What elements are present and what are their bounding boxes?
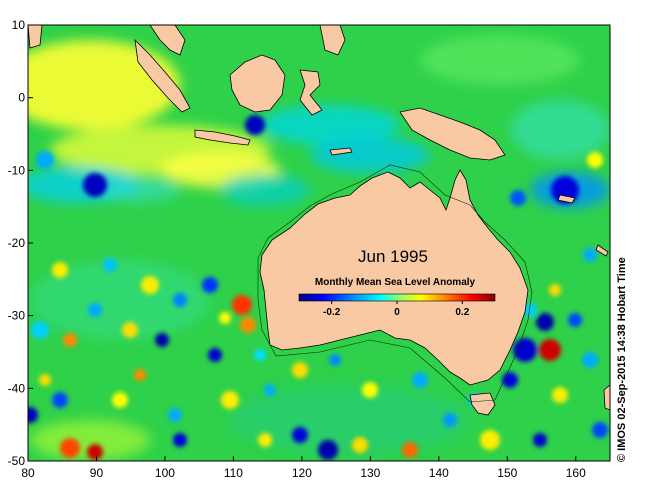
x-tick-label: 150 <box>497 466 517 480</box>
colorbar-ramp <box>298 293 496 302</box>
colorbar-label: Monthly Mean Sea Level Anomaly <box>315 277 476 288</box>
india-tip <box>28 25 43 49</box>
x-tick-label: 100 <box>155 466 175 480</box>
x-axis: 80 90 100 110 120 130 140 150 160 <box>21 456 586 480</box>
colorbar-tick-label: 0 <box>394 307 400 318</box>
y-tick-label: -30 <box>8 309 26 323</box>
x-tick-label: 110 <box>224 466 243 480</box>
philippines <box>319 25 346 56</box>
sumatra <box>134 38 191 113</box>
x-tick-label: 90 <box>90 466 104 480</box>
shelf-contour <box>257 164 533 403</box>
nz-tip <box>603 384 610 411</box>
colorbar: Monthly Mean Sea Level Anomaly -0.2 0 0.2 <box>298 277 496 318</box>
land-masses <box>28 25 610 416</box>
eddies <box>28 115 608 460</box>
x-tick-label: 80 <box>21 466 35 480</box>
java <box>194 129 251 146</box>
australia <box>259 169 529 386</box>
tasmania <box>469 392 496 416</box>
y-tick-label: -10 <box>8 163 26 177</box>
anomaly-fields <box>28 35 610 460</box>
solomon-islands <box>557 194 576 204</box>
credit-text: © IMOS 02-Sep-2015 14:38 Hobart Time <box>616 257 628 462</box>
x-tick-label: 120 <box>292 466 312 480</box>
colorbar-tick-label: -0.2 <box>323 307 341 318</box>
x-tick-label: 160 <box>566 466 586 480</box>
sulawesi <box>299 69 323 116</box>
x-tick-label: 140 <box>429 466 449 480</box>
new-guinea <box>399 107 506 161</box>
y-tick-label: -20 <box>8 236 26 250</box>
timor <box>329 147 353 156</box>
y-tick-label: -50 <box>8 454 26 468</box>
y-axis: 10 0 -10 -20 -30 -40 -50 <box>8 18 33 468</box>
malay-peninsula <box>149 25 186 56</box>
x-tick-label: 130 <box>360 466 380 480</box>
borneo <box>229 54 286 113</box>
colorbar-tick-label: 0.2 <box>455 307 469 318</box>
y-tick-label: 10 <box>12 18 26 32</box>
y-tick-label: -40 <box>8 381 26 395</box>
new-caledonia <box>595 244 609 257</box>
plot-area <box>28 25 610 461</box>
y-tick-label: 0 <box>18 91 25 105</box>
map-title: Jun 1995 <box>358 247 428 266</box>
